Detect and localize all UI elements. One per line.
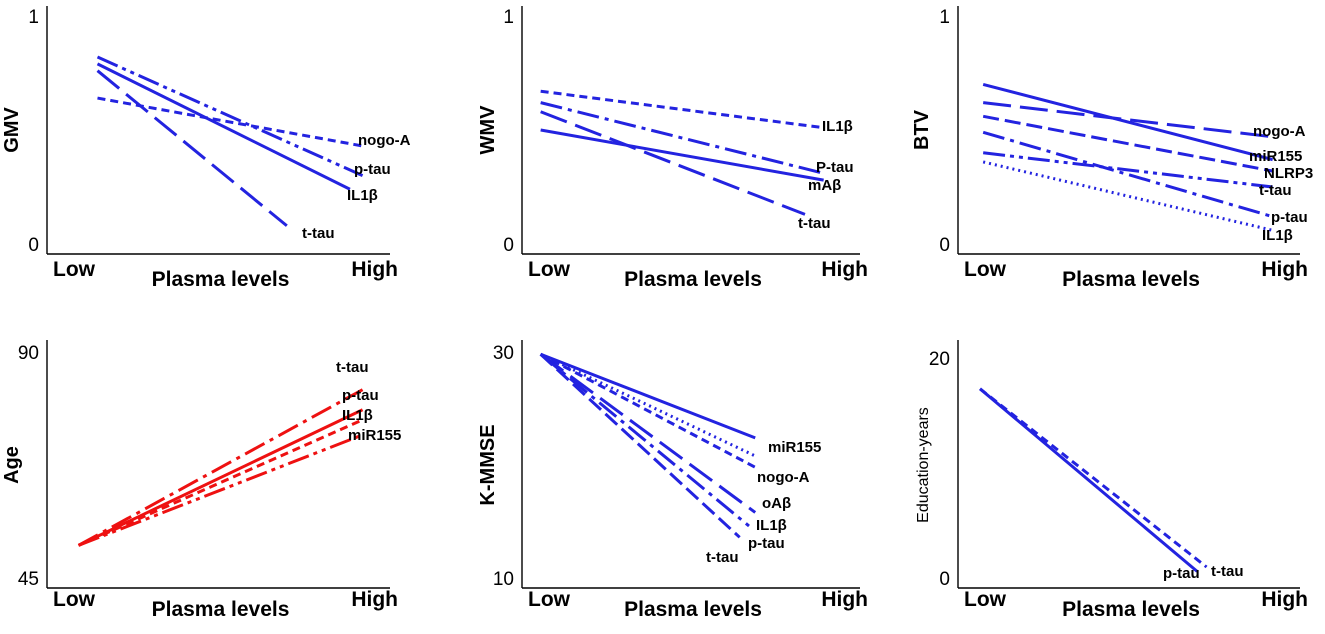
y-tick-bottom: 10	[493, 569, 514, 590]
series-label: nogo-A	[757, 469, 810, 486]
series-label: IL1β	[1262, 227, 1293, 244]
x-axis-label: Plasma levels	[152, 598, 290, 621]
x-tick-low: Low	[528, 258, 571, 281]
x-tick-low: Low	[528, 588, 571, 611]
series-label: NLRP3	[1264, 165, 1313, 182]
x-axis-label: Plasma levels	[1062, 598, 1200, 621]
series-line-p-tau	[539, 353, 750, 528]
series-label: IL1β	[756, 517, 787, 534]
series-label: miR155	[1249, 148, 1302, 165]
series-line-il1-	[982, 160, 1273, 232]
y-axis-label: WMV	[477, 105, 499, 155]
series-label: p-tau	[354, 161, 391, 178]
panel-age: t-tau p-tau IL1β miR155	[46, 340, 401, 589]
series-line-t-tau	[540, 110, 806, 216]
y-axis-label: GMV	[1, 107, 23, 153]
x-axis-label: Plasma levels	[624, 598, 762, 621]
x-tick-low: Low	[53, 258, 96, 281]
series-line-t-tau	[539, 353, 741, 539]
series-line-il1-	[96, 62, 351, 191]
x-tick-low: Low	[53, 588, 96, 611]
x-axis-label: Plasma levels	[624, 268, 762, 291]
y-tick-bottom: 0	[939, 235, 950, 256]
series-line-il1-	[540, 89, 824, 130]
x-tick-high: High	[821, 588, 868, 611]
x-tick-low: Low	[964, 258, 1007, 281]
series-label: t-tau	[706, 549, 739, 566]
series-line-p-tau	[96, 55, 364, 177]
series-line-nogo-a	[982, 101, 1273, 139]
series-label: IL1β	[342, 407, 373, 424]
series-line-p-tau	[540, 101, 824, 175]
series-label: p-tau	[1271, 209, 1308, 226]
series-line-t-tau	[982, 151, 1273, 189]
y-axis-label: K-MMSE	[477, 424, 499, 505]
y-axis-label: Age	[1, 446, 23, 484]
series-line-t-tau	[77, 388, 364, 547]
x-tick-high: High	[351, 258, 398, 281]
series-line-ma-	[540, 128, 824, 182]
panel-gmv: nogo-A p-tau IL1β t-tau	[46, 6, 411, 255]
x-tick-high: High	[1261, 588, 1308, 611]
y-tick-bottom: 45	[18, 569, 39, 590]
y-tick-top: 30	[493, 343, 514, 364]
panel-education-years: p-tau t-tau	[957, 340, 1300, 589]
series-label: miR155	[348, 427, 401, 444]
y-tick-bottom: 0	[503, 235, 514, 256]
series-label: p-tau	[342, 387, 379, 404]
series-line-il1-	[539, 353, 757, 514]
series-label: nogo-A	[1253, 123, 1306, 140]
series-label: t-tau	[336, 359, 369, 376]
series-label: p-tau	[748, 535, 785, 552]
y-tick-bottom: 0	[28, 235, 39, 256]
series-label: miR155	[768, 439, 821, 456]
x-tick-high: High	[351, 588, 398, 611]
series-line-mir155	[982, 82, 1274, 162]
series-line-p-tau	[77, 408, 364, 547]
series-line-mir155	[540, 352, 756, 440]
x-tick-high: High	[821, 258, 868, 281]
series-line-t-tau	[979, 387, 1208, 569]
series-line-mir155	[78, 433, 364, 547]
y-tick-top: 20	[929, 349, 950, 370]
series-label: t-tau	[302, 225, 335, 242]
series-label: t-tau	[1259, 182, 1292, 199]
series-line-p-tau	[979, 387, 1199, 573]
y-axis-label: BTV	[911, 109, 933, 150]
y-tick-top: 1	[939, 7, 950, 28]
series-line-nlrp3	[982, 114, 1273, 173]
series-label: P-tau	[816, 159, 854, 176]
series-label: IL1β	[347, 187, 378, 204]
series-label: oAβ	[762, 495, 791, 512]
y-axis-label: Education-years	[915, 407, 932, 523]
y-tick-bottom: 0	[939, 569, 950, 590]
y-tick-top: 90	[18, 343, 39, 364]
series-label: p-tau	[1163, 565, 1200, 582]
series-label: t-tau	[1211, 563, 1244, 580]
y-tick-top: 1	[503, 7, 514, 28]
x-axis-label: Plasma levels	[152, 268, 290, 291]
series-label: IL1β	[822, 118, 853, 135]
series-line-t-tau	[96, 69, 288, 227]
series-label: t-tau	[798, 215, 831, 232]
x-axis-label: Plasma levels	[1062, 268, 1200, 291]
y-tick-top: 1	[28, 7, 39, 28]
series-label: mAβ	[808, 177, 841, 194]
x-tick-high: High	[1261, 258, 1308, 281]
series-label: nogo-A	[358, 132, 411, 149]
x-tick-low: Low	[964, 588, 1007, 611]
series-line-p-tau	[982, 130, 1274, 219]
series-line-oa-	[539, 352, 756, 469]
